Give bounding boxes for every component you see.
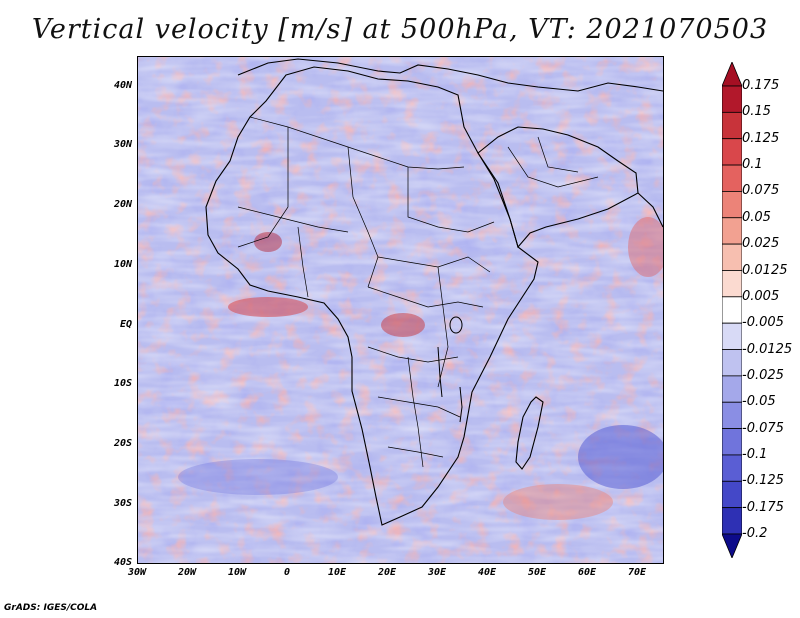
lon-tick-label: 20W: [177, 567, 197, 578]
vertical-velocity-field: [138, 57, 663, 563]
colorbar-tick-label: 0.075: [742, 183, 780, 199]
colorbar-tick-label: 0.025: [742, 236, 780, 252]
madagascar-coastline: [515, 396, 544, 470]
colorbar-segment: [722, 454, 742, 482]
colorbar-tick-label: 0.0125: [742, 262, 788, 278]
ascent-arabian-sea: [628, 217, 663, 277]
lon-tick-label: 60E: [577, 567, 597, 578]
lon-tick-label: 70E: [627, 567, 647, 578]
colorbar-tick-label: -0.125: [742, 473, 784, 489]
coastlines: [205, 58, 663, 526]
colorbar-segment: [722, 375, 742, 403]
lat-tick-label: 10S: [113, 378, 132, 389]
lat-tick-label: 40N: [113, 80, 132, 91]
colorbar-tick-label: -0.05: [742, 394, 776, 410]
lake-victoria: [449, 316, 463, 334]
ascent-gulf-of-guinea: [228, 297, 308, 317]
lon-tick-label: 30E: [427, 567, 447, 578]
colorbar-tick-label: 0.05: [742, 209, 771, 225]
ascent-south-indian-ocean: [503, 484, 613, 520]
colorbar-segment: [722, 191, 742, 219]
colorbar-segment: [722, 480, 742, 509]
ascent-congo: [381, 313, 425, 337]
colorbar-segment: [722, 138, 742, 166]
lat-tick-label: 10N: [113, 259, 132, 270]
europe-mediterranean-coastline: [237, 58, 663, 92]
lon-tick-label: 10E: [327, 567, 347, 578]
lon-tick-label: 20E: [377, 567, 397, 578]
colorbar-tick-label: -0.025: [742, 367, 784, 383]
colorbar-tick-label: 0.005: [742, 288, 780, 304]
lake-tanganyika: [437, 346, 443, 398]
subsidence-south-atlantic: [178, 459, 338, 495]
field-streaks: [138, 57, 663, 563]
colorbar-segment: [722, 507, 742, 535]
colorbar-segment: [722, 85, 742, 113]
colorbar-tick-label: 0.15: [742, 104, 771, 120]
colorbar-tick-label: -0.0125: [742, 341, 793, 357]
chart-title: Vertical velocity [m/s] at 500hPa, VT: 2…: [31, 14, 769, 45]
lon-tick-label: 40E: [477, 567, 497, 578]
colorbar-segment: [722, 164, 742, 192]
colorbar-segment: [722, 243, 742, 271]
ascent-west-africa: [254, 232, 282, 252]
colorbar-segment: [722, 270, 742, 298]
lake-malawi: [459, 386, 463, 423]
colorbar-segment: [722, 401, 742, 429]
colorbar-tick-label: 0.125: [742, 130, 780, 146]
colorbar-tick-label: -0.1: [742, 446, 768, 462]
strong-subsidence-indian-ocean: [578, 425, 663, 489]
lat-tick-label: 30N: [113, 139, 132, 150]
colorbar-tick-label: -0.2: [742, 526, 768, 541]
africa-coastline: [205, 66, 539, 526]
lon-tick-label: 10W: [227, 567, 247, 578]
colorbar-tick-label: -0.175: [742, 499, 784, 515]
lon-tick-label: 0: [283, 567, 291, 578]
colorbar-tick-label: -0.075: [742, 420, 784, 436]
lat-tick-label: 40S: [113, 557, 132, 568]
lat-tick-label: EQ: [119, 319, 132, 330]
colorbar-segment: [722, 296, 742, 324]
lat-tick-label: 20N: [113, 199, 132, 210]
colorbar-segment: [722, 428, 742, 456]
colorbar-top-arrow: [722, 62, 742, 87]
lakes: [437, 316, 463, 423]
colorbar-segment: [722, 111, 742, 140]
colorbar-segment: [722, 322, 742, 350]
colorbar-tick-label: 0.1: [742, 157, 763, 173]
country-borders: [237, 116, 599, 468]
colorbar: [722, 62, 742, 558]
india-coastline: [637, 192, 663, 228]
lat-tick-label: 20S: [113, 438, 132, 449]
colorbar-tick-label: -0.005: [742, 315, 784, 331]
colorbar-bottom-arrow: [722, 533, 742, 558]
grads-credit: GrADS: IGES/COLA: [4, 603, 98, 613]
colorbar-tick-label: 0.175: [742, 78, 780, 93]
lon-tick-label: 30W: [127, 567, 147, 578]
colorbar-segment: [722, 349, 742, 377]
map-plot-area: [137, 56, 664, 564]
colorbar-segment: [722, 217, 742, 245]
lon-tick-label: 50E: [527, 567, 547, 578]
lat-tick-label: 30S: [113, 498, 132, 509]
